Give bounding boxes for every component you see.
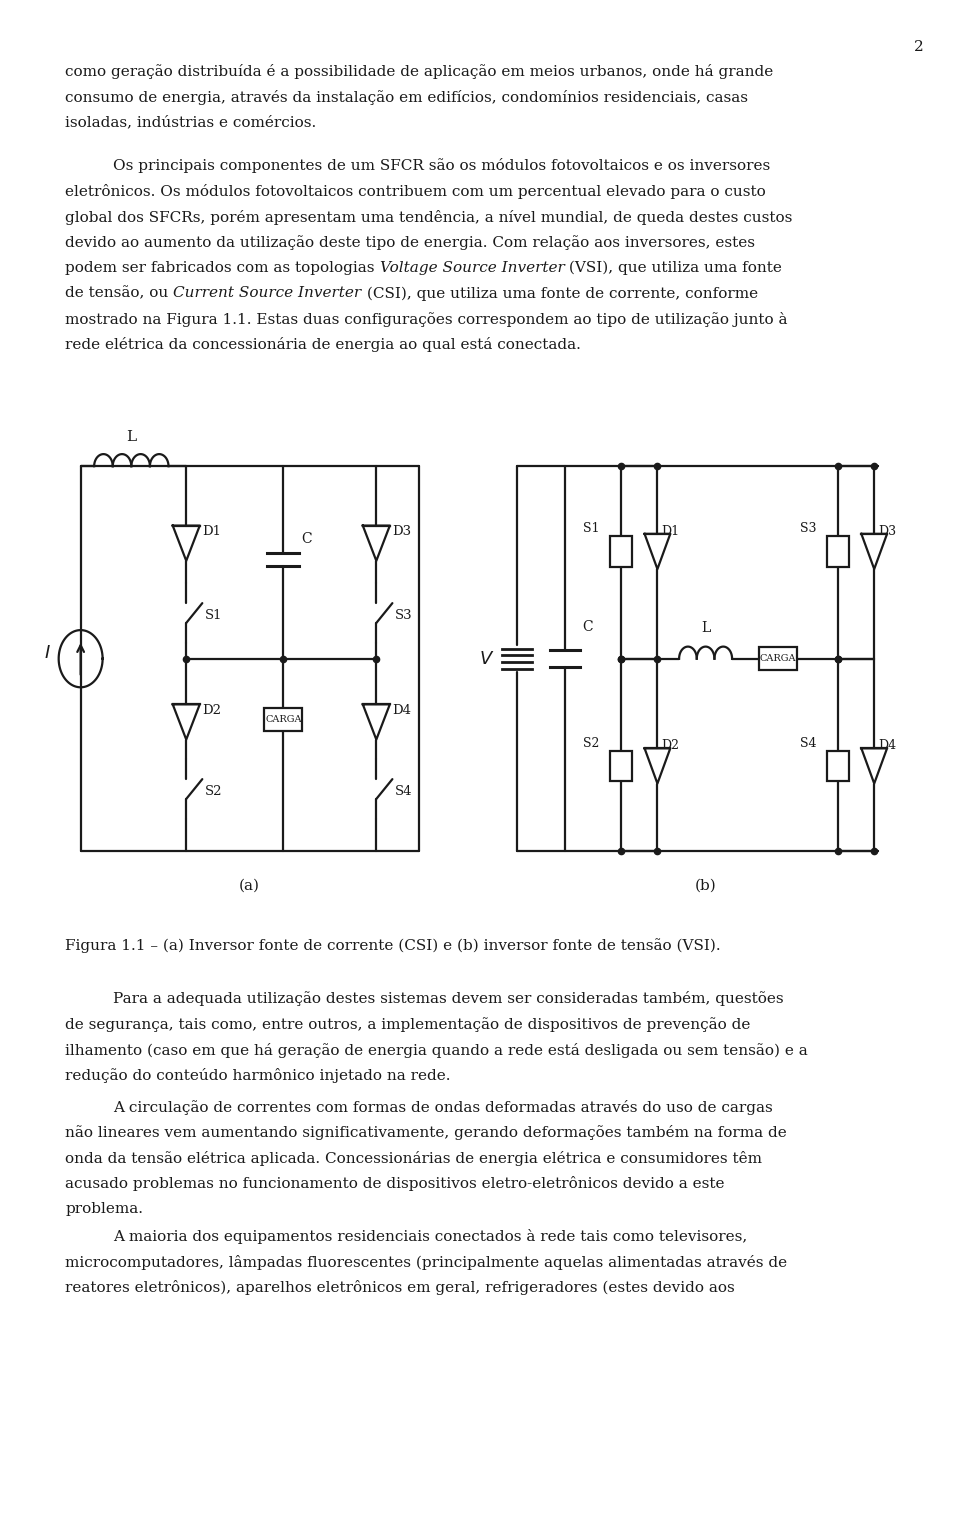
Bar	[758, 647, 797, 670]
Text: podem ser fabricados com as topologias: podem ser fabricados com as topologias	[65, 260, 379, 274]
Text: D4: D4	[393, 704, 412, 717]
Text: S4: S4	[800, 737, 816, 749]
Text: C: C	[582, 620, 592, 634]
Bar	[611, 536, 633, 567]
Text: S1: S1	[583, 522, 599, 535]
Text: D2: D2	[661, 740, 680, 752]
Text: problema.: problema.	[65, 1202, 143, 1215]
Text: (CSI), que utiliza uma fonte de corrente, conforme: (CSI), que utiliza uma fonte de corrente…	[362, 286, 757, 300]
Text: A circulação de correntes com formas de ondas deformadas através do uso de carga: A circulação de correntes com formas de …	[113, 1100, 773, 1115]
Text: S4: S4	[396, 784, 413, 798]
Text: ilhamento (caso em que há geração de energia quando a rede está desligada ou sem: ilhamento (caso em que há geração de ene…	[65, 1043, 808, 1057]
Text: CARGA: CARGA	[265, 714, 301, 723]
Text: 2: 2	[914, 40, 924, 53]
Text: S2: S2	[205, 784, 223, 798]
Text: Figura 1.1 – (a) Inversor fonte de corrente (CSI) e (b) inversor fonte de tensão: Figura 1.1 – (a) Inversor fonte de corre…	[65, 938, 721, 953]
Text: microcomputadores, lâmpadas fluorescentes (principalmente aquelas alimentadas at: microcomputadores, lâmpadas fluorescente…	[65, 1255, 787, 1270]
Text: Voltage Source Inverter: Voltage Source Inverter	[379, 260, 564, 274]
Text: (a): (a)	[239, 879, 260, 892]
Text: onda da tensão elétrica aplicada. Concessionárias de energia elétrica e consumid: onda da tensão elétrica aplicada. Conces…	[65, 1151, 762, 1165]
Text: S2: S2	[583, 737, 599, 749]
Text: acusado problemas no funcionamento de dispositivos eletro-eletrônicos devido a e: acusado problemas no funcionamento de di…	[65, 1176, 725, 1191]
Text: devido ao aumento da utilização deste tipo de energia. Com relação aos inversore: devido ao aumento da utilização deste ti…	[65, 235, 756, 250]
Text: redução do conteúdo harmônico injetado na rede.: redução do conteúdo harmônico injetado n…	[65, 1068, 451, 1083]
Bar	[611, 751, 633, 781]
Text: de tensão, ou: de tensão, ou	[65, 286, 174, 300]
Text: S1: S1	[205, 609, 223, 621]
Text: Os principais componentes de um SFCR são os módulos fotovoltaicos e os inversore: Os principais componentes de um SFCR são…	[113, 158, 771, 174]
Text: eletrônicos. Os módulos fotovoltaicos contribuem com um percentual elevado para : eletrônicos. Os módulos fotovoltaicos co…	[65, 184, 766, 200]
Text: (VSI), que utiliza uma fonte: (VSI), que utiliza uma fonte	[564, 260, 782, 276]
Text: S3: S3	[396, 609, 413, 621]
Bar	[828, 536, 850, 567]
Text: D1: D1	[661, 525, 680, 538]
Bar	[828, 751, 850, 781]
Text: não lineares vem aumentando significativamente, gerando deformações também na fo: não lineares vem aumentando significativ…	[65, 1125, 787, 1141]
Bar	[264, 708, 302, 731]
Text: (b): (b)	[695, 879, 716, 892]
Text: L: L	[127, 431, 136, 445]
Text: C: C	[301, 532, 312, 547]
Text: S3: S3	[800, 522, 816, 535]
Text: D1: D1	[203, 525, 222, 538]
Text: D3: D3	[878, 525, 897, 538]
Text: A maioria dos equipamentos residenciais conectados à rede tais como televisores,: A maioria dos equipamentos residenciais …	[113, 1229, 748, 1244]
Text: global dos SFCRs, porém apresentam uma tendência, a nível mundial, de queda dest: global dos SFCRs, porém apresentam uma t…	[65, 210, 793, 224]
Text: D2: D2	[203, 704, 222, 717]
Text: D4: D4	[878, 740, 897, 752]
Text: como geração distribuída é a possibilidade de aplicação em meios urbanos, onde h: como geração distribuída é a possibilida…	[65, 64, 774, 79]
Text: $V$: $V$	[479, 650, 494, 667]
Text: $I$: $I$	[44, 644, 51, 663]
Text: de segurança, tais como, entre outros, a implementação de dispositivos de preven: de segurança, tais como, entre outros, a…	[65, 1017, 751, 1033]
Text: Para a adequada utilização destes sistemas devem ser consideradas também, questõ: Para a adequada utilização destes sistem…	[113, 991, 784, 1007]
Text: D3: D3	[393, 525, 412, 538]
Text: consumo de energia, através da instalação em edifícios, condomínios residenciais: consumo de energia, através da instalaçã…	[65, 90, 748, 105]
Text: reatores eletrônicos), aparelhos eletrônicos em geral, refrigeradores (estes dev: reatores eletrônicos), aparelhos eletrôn…	[65, 1281, 735, 1295]
Text: L: L	[701, 621, 710, 635]
Text: Current Source Inverter: Current Source Inverter	[174, 286, 362, 300]
Text: mostrado na Figura 1.1. Estas duas configurações correspondem ao tipo de utiliza: mostrado na Figura 1.1. Estas duas confi…	[65, 312, 788, 327]
Text: CARGA: CARGA	[759, 655, 796, 663]
Text: isoladas, indústrias e comércios.: isoladas, indústrias e comércios.	[65, 116, 317, 129]
Text: rede elétrica da concessionária de energia ao qual está conectada.: rede elétrica da concessionária de energ…	[65, 338, 581, 352]
